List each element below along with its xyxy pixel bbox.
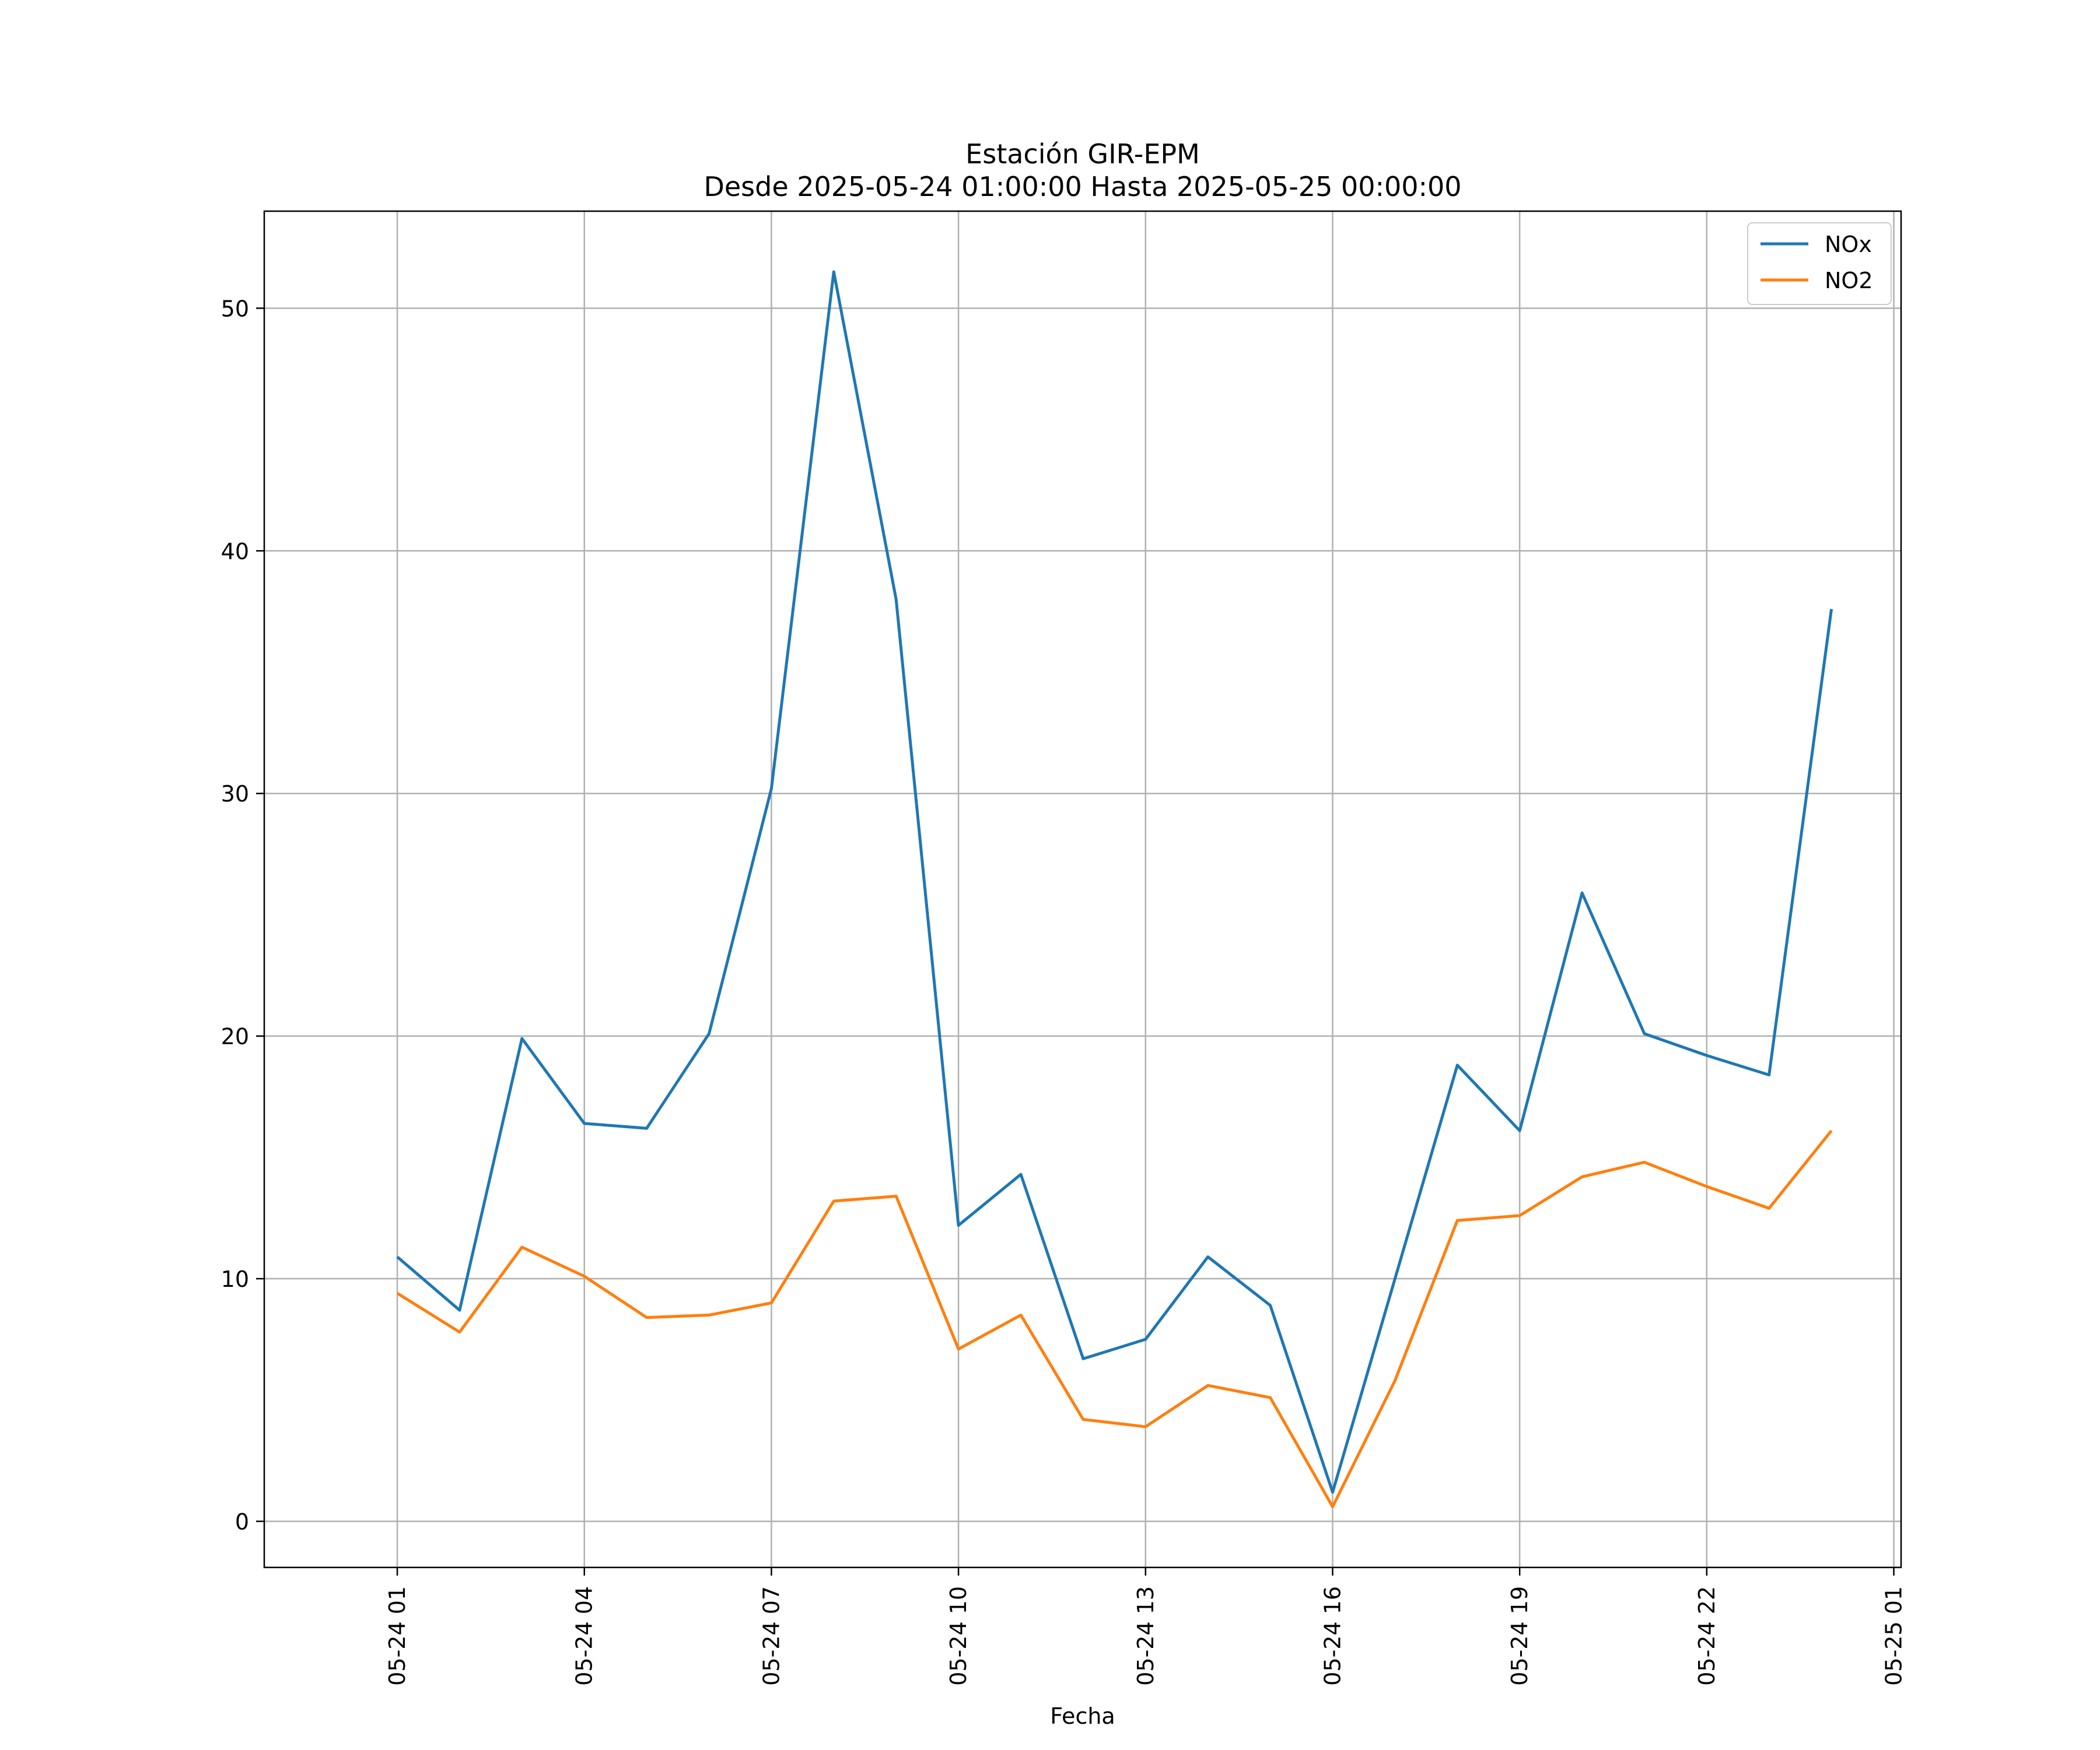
y-tick-label: 30 (221, 781, 249, 807)
x-tick-label: 05-24 01 (384, 1586, 410, 1686)
y-axis: 0 10 20 30 40 50 (221, 296, 264, 1535)
y-tick-label: 40 (221, 538, 249, 564)
x-tick-label: 05-24 07 (758, 1586, 784, 1686)
legend-label-nox: NOx (1825, 232, 1872, 257)
legend-label-no2: NO2 (1825, 268, 1873, 293)
legend: NOx NO2 (1747, 222, 1892, 305)
x-tick-label: 05-24 19 (1507, 1586, 1532, 1686)
x-tick-label: 05-24 16 (1320, 1586, 1345, 1686)
x-axis-label: Fecha (1050, 1703, 1115, 1729)
x-tick-label: 05-24 04 (572, 1586, 597, 1686)
y-tick-label: 20 (221, 1024, 249, 1049)
x-tick-label: 05-24 22 (1694, 1586, 1720, 1686)
series-lines (396, 270, 1833, 1508)
chart-title: Estación GIR-EPM (965, 138, 1200, 170)
x-tick-label: 05-24 10 (946, 1586, 971, 1686)
x-tick-label: 05-24 13 (1133, 1586, 1158, 1686)
plot-frame (263, 210, 1902, 1569)
y-tick-label: 50 (221, 296, 249, 321)
series-line-nox (396, 270, 1833, 1494)
x-tick-label: 05-25 01 (1881, 1586, 1907, 1686)
series-line-no2 (396, 1129, 1833, 1508)
chart-subtitle: Desde 2025-05-24 01:00:00 Hasta 2025-05-… (704, 171, 1461, 202)
x-axis: 05-24 01 05-24 04 05-24 07 05-24 10 05-24 13… (384, 1567, 1907, 1686)
y-tick-label: 10 (221, 1266, 249, 1292)
grid (264, 211, 1901, 1567)
y-tick-label: 0 (235, 1509, 249, 1535)
